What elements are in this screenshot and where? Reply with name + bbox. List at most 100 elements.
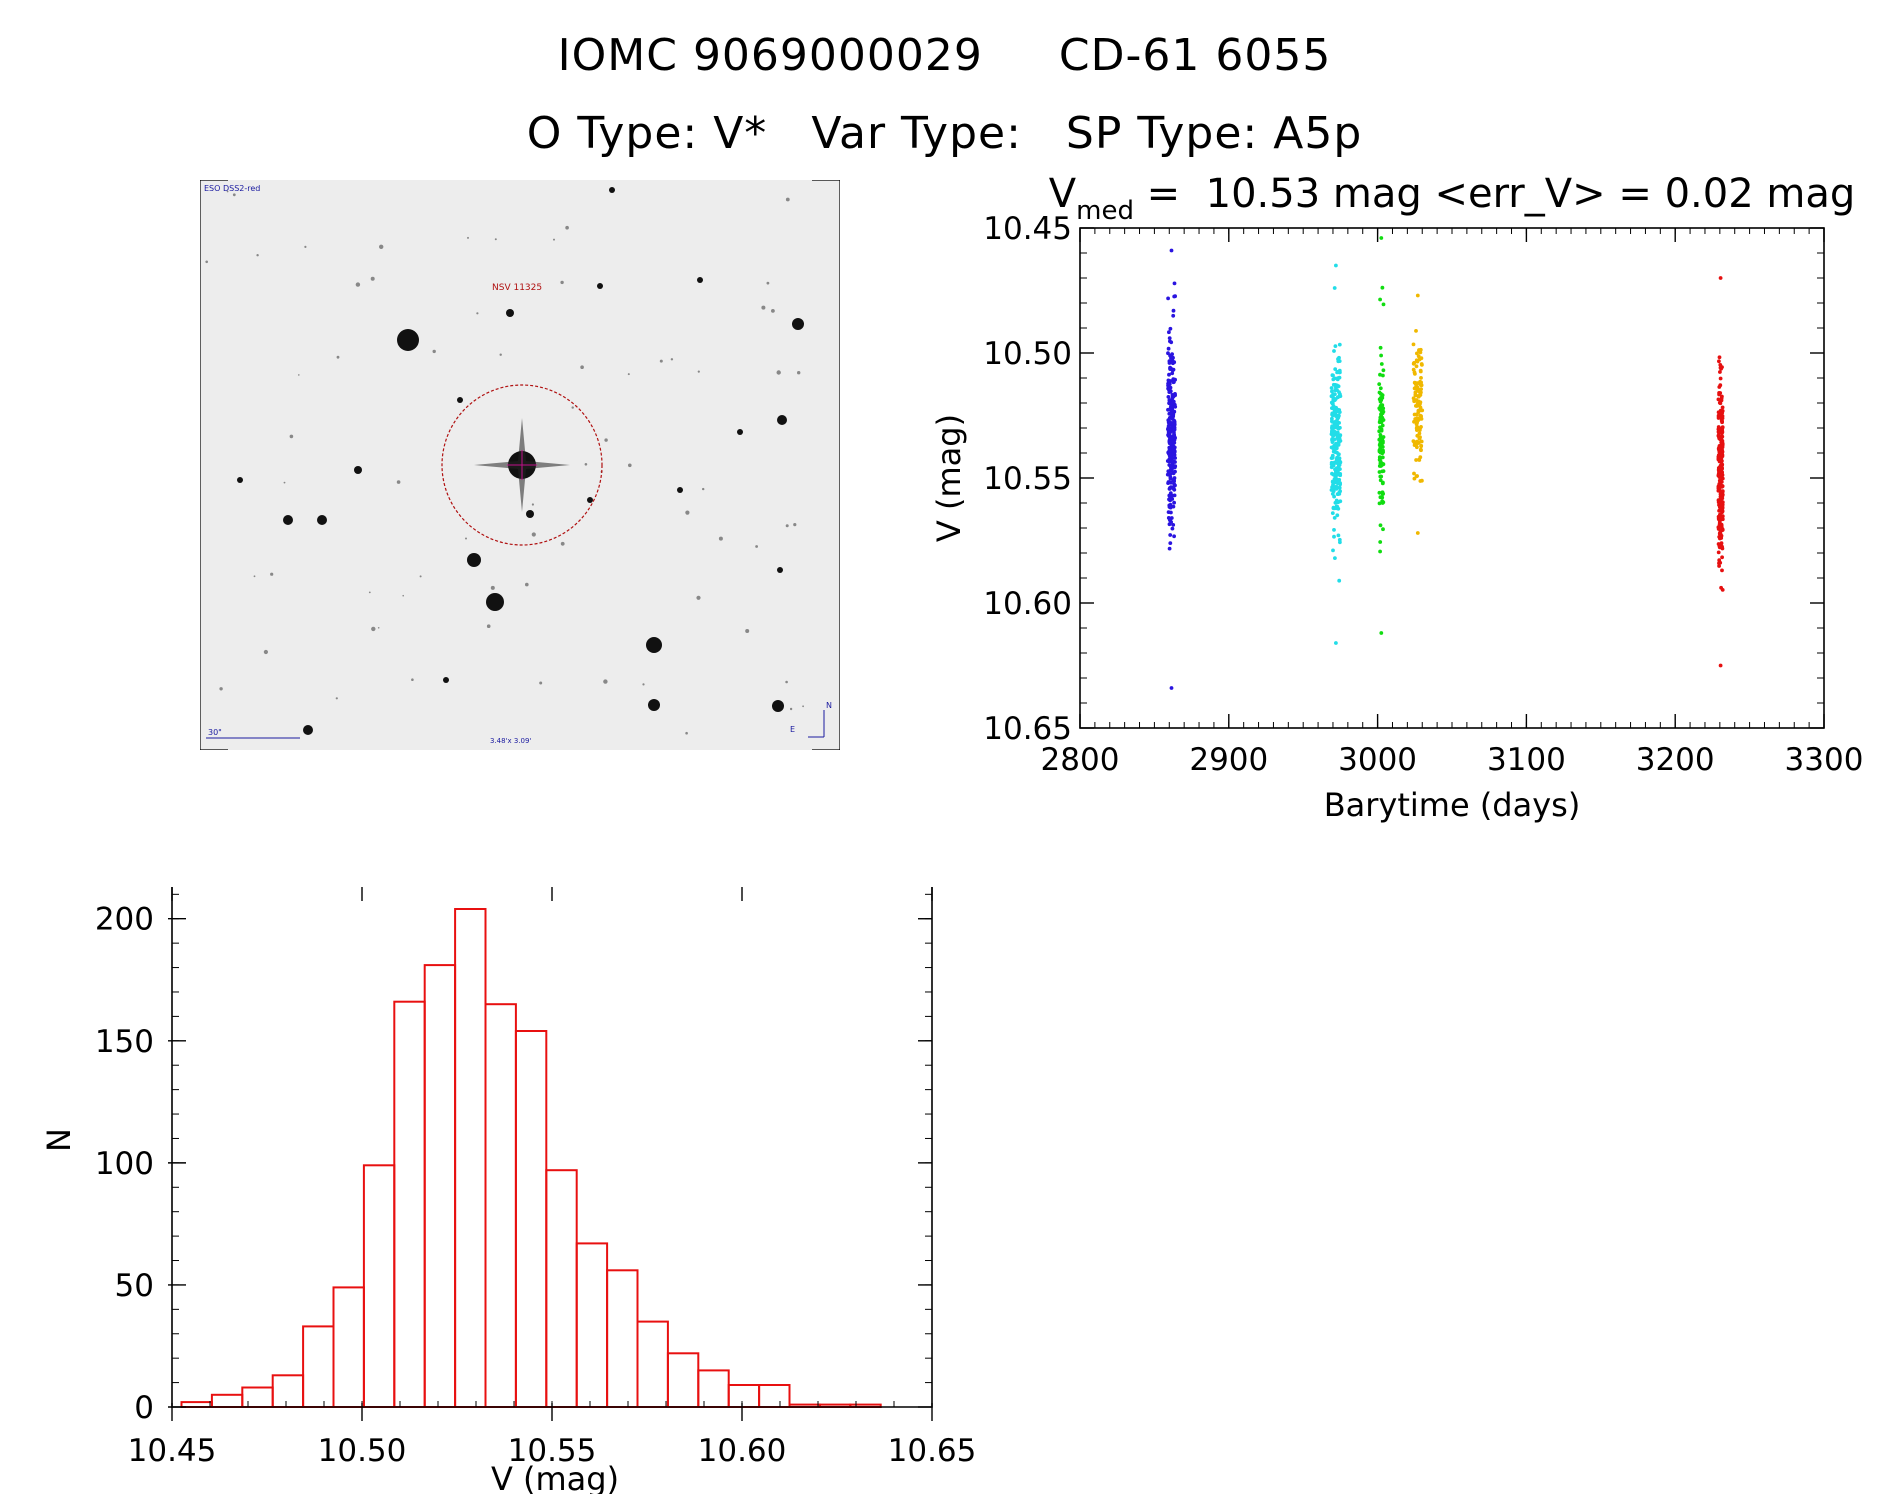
light-curve-point [1717, 517, 1721, 522]
faint-star [494, 238, 497, 241]
light-curve-point [1717, 543, 1722, 548]
light-curve-point [1380, 492, 1385, 496]
light-curve-point [1167, 448, 1172, 453]
light-curve-point [1414, 329, 1418, 333]
light-curve-point [1377, 437, 1382, 442]
light-curve-point [1377, 449, 1382, 454]
light-curve-point [1169, 403, 1173, 408]
light-curve-point [1380, 461, 1385, 466]
light-curve-point [1170, 456, 1175, 461]
light-curve-point [1412, 471, 1416, 476]
light-curve-point [1717, 445, 1721, 450]
light-curve-point [1718, 484, 1723, 489]
light-curve-point [1167, 429, 1172, 434]
light-curve-point [1333, 408, 1338, 413]
light-curve-point [1169, 422, 1174, 427]
light-curve-point [1333, 500, 1338, 505]
faint-star [490, 585, 495, 590]
light-curve-point [1717, 484, 1722, 489]
light-curve-point [1330, 424, 1334, 429]
light-curve-point [1171, 485, 1176, 490]
faint-star [584, 463, 588, 466]
light-curve-point [1416, 354, 1421, 359]
star [303, 725, 313, 735]
light-curve-point [1172, 435, 1177, 439]
light-curve-point [1720, 405, 1725, 410]
star [697, 277, 703, 283]
light-curve-point [1337, 436, 1342, 441]
light-curve-point [1333, 472, 1338, 477]
light-curve-point [1378, 441, 1382, 446]
light-curve-point [1329, 386, 1334, 390]
light-curve-point [1719, 480, 1724, 484]
light-curve-point [1168, 447, 1172, 452]
light-curve-point [1720, 506, 1725, 511]
light-curve-point [1716, 430, 1721, 434]
light-curve-point [1720, 528, 1725, 532]
light-curve-point [1718, 370, 1722, 374]
histogram-bar [271, 1374, 305, 1409]
light-curve-point [1337, 434, 1342, 438]
light-curve-point [1380, 469, 1385, 474]
light-curve-point [1335, 409, 1340, 413]
light-curve-point [1416, 418, 1421, 423]
faint-star [379, 244, 384, 249]
light-curve-point [1418, 435, 1422, 440]
star [772, 700, 784, 712]
light-curve-point [1330, 429, 1334, 434]
light-curve-point [1172, 437, 1177, 442]
fov-label: 3.48'x 3.09' [490, 737, 531, 745]
star [354, 466, 362, 474]
light-curve-point [1720, 484, 1725, 488]
light-curve-point [1418, 408, 1422, 413]
star [457, 397, 463, 403]
light-curve-point [1330, 511, 1335, 515]
light-curve-point [1717, 447, 1721, 452]
light-curve-point [1331, 382, 1336, 387]
light-curve-point [1378, 418, 1383, 422]
light-curve-point [1168, 389, 1173, 394]
light-curve-point [1411, 361, 1416, 366]
star [467, 553, 481, 567]
light-curve-point [1720, 430, 1724, 435]
histogram-bar [514, 1030, 548, 1408]
light-curve-point [1172, 450, 1177, 454]
light-curve-point [1172, 425, 1177, 430]
histogram-bar [575, 1242, 609, 1409]
light-curve-point [1419, 444, 1423, 449]
light-curve-point [1334, 485, 1339, 489]
light-curve-point [1330, 471, 1334, 476]
light-curve-point [1414, 364, 1419, 369]
star [443, 677, 449, 683]
light-curve-point [1333, 475, 1338, 480]
light-curve-point [1167, 505, 1172, 509]
light-curve-point [1336, 384, 1341, 389]
light-curve-point [1378, 444, 1383, 449]
light-curve-point [1718, 448, 1722, 453]
light-curve-xtick-label: 2900 [1189, 742, 1268, 778]
light-curve-point [1167, 471, 1171, 476]
light-curve-point [1718, 413, 1722, 418]
light-curve-point [1719, 443, 1724, 448]
histogram-bar [636, 1320, 669, 1408]
light-curve-point [1417, 387, 1422, 392]
light-curve-point [1166, 469, 1171, 474]
light-curve-point [1716, 498, 1721, 502]
light-curve-point [1170, 409, 1175, 414]
histogram-ytick-label: 50 [115, 1268, 154, 1304]
light-curve-point [1172, 500, 1176, 505]
light-curve-point [1717, 391, 1721, 395]
light-curve-point [1169, 686, 1174, 690]
light-curve-point [1412, 398, 1417, 403]
light-curve-point [1170, 436, 1175, 441]
light-curve-point [1170, 405, 1175, 410]
light-curve-point [1414, 412, 1419, 417]
light-curve-point [1173, 436, 1177, 440]
light-curve-point [1170, 497, 1175, 501]
light-curve-point [1338, 460, 1342, 465]
light-curve-point [1171, 412, 1176, 417]
light-curve-point [1333, 367, 1338, 371]
faint-star [571, 406, 574, 409]
light-curve-point [1717, 413, 1722, 418]
light-curve-point [1720, 509, 1725, 514]
